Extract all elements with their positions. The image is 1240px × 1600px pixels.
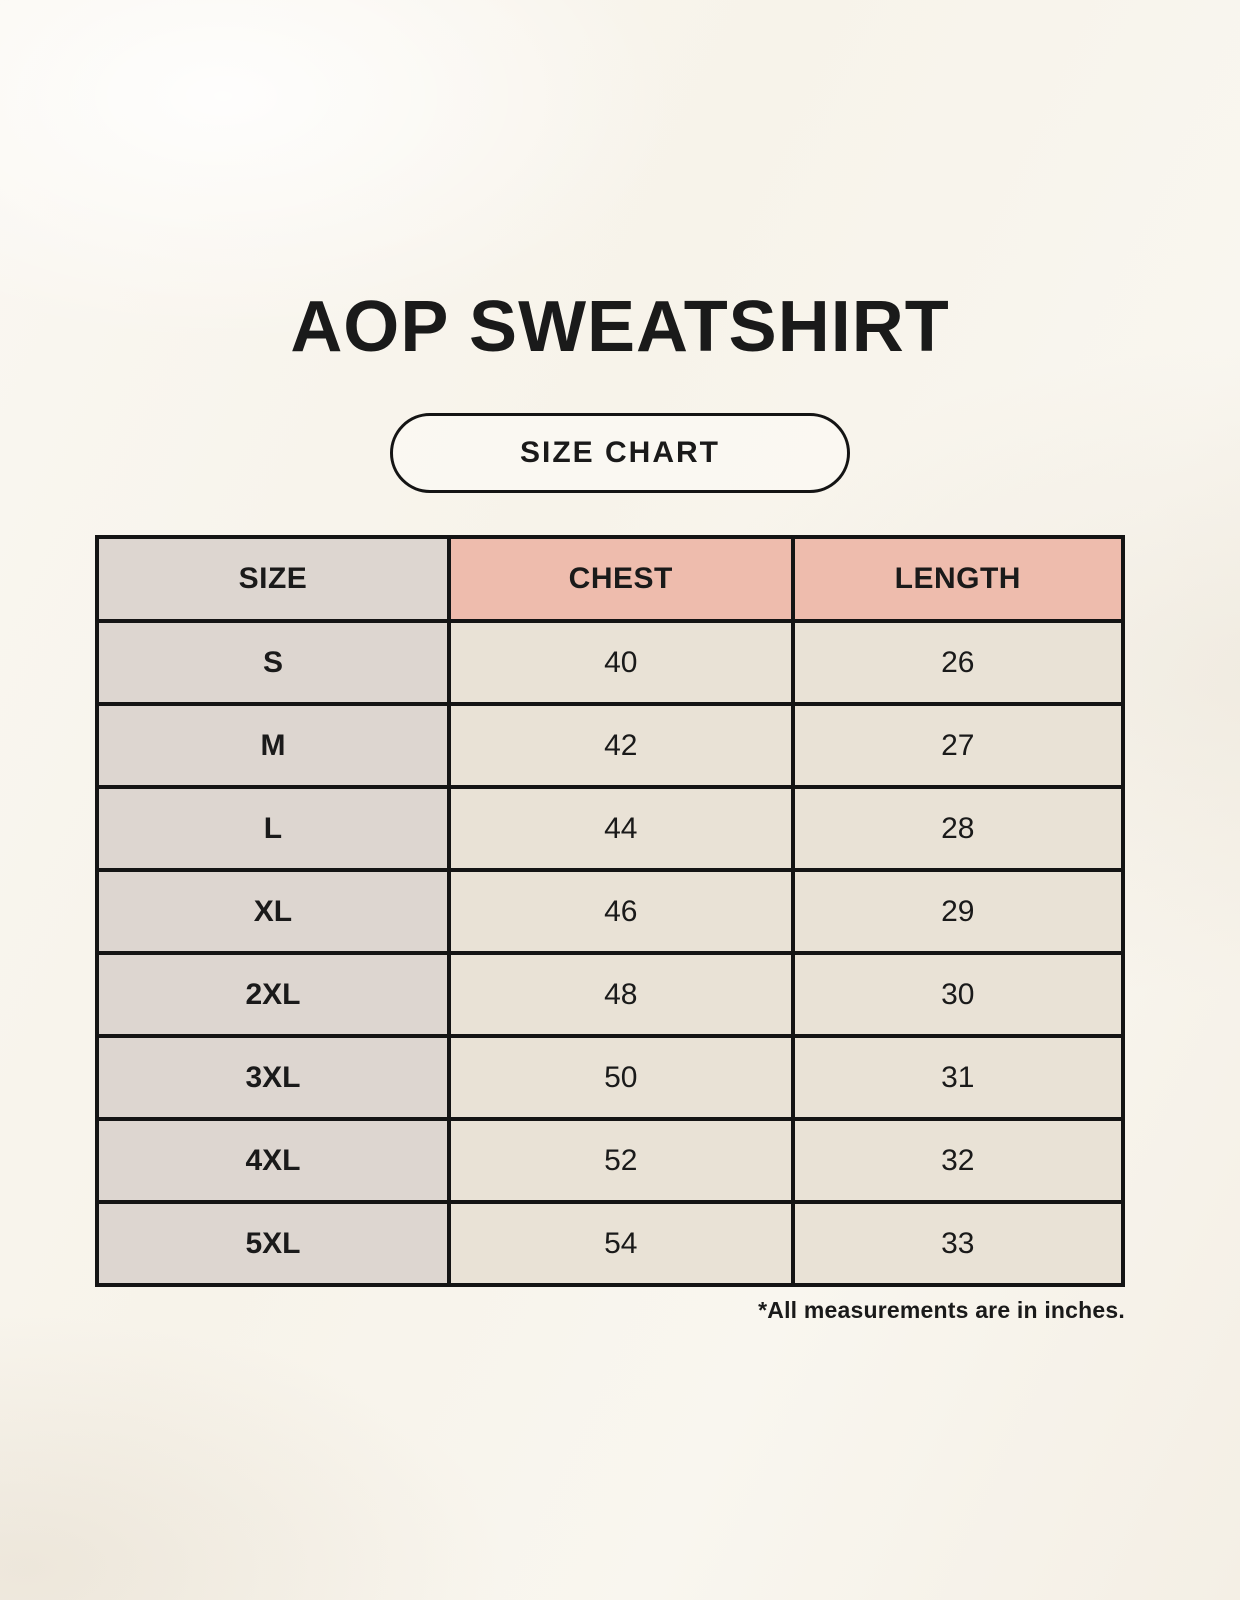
size-cell: 3XL (95, 1034, 451, 1122)
length-cell: 31 (790, 1034, 1126, 1122)
size-chart-page: AOP SWEATSHIRT SIZE CHART SIZE CHEST LEN… (95, 287, 1126, 1324)
size-cell: L (95, 785, 451, 873)
length-cell: 26 (790, 619, 1126, 707)
size-table-body: S 40 26 M 42 27 L 44 28 XL 46 29 2XL 48 30 3XL 50 31 4XL 52… (95, 619, 1126, 1288)
chest-cell: 42 (446, 702, 795, 790)
chest-cell: 52 (446, 1117, 795, 1205)
chest-cell: 44 (446, 785, 795, 873)
length-cell: 30 (790, 951, 1126, 1039)
size-table-header: SIZE CHEST LENGTH (95, 535, 1126, 624)
col-header-length: LENGTH (790, 535, 1126, 624)
col-header-chest: CHEST (446, 535, 795, 624)
length-cell: 28 (790, 785, 1126, 873)
table-row: 2XL 48 30 (95, 951, 1126, 1039)
table-row: 5XL 54 33 (95, 1200, 1126, 1288)
size-cell: M (95, 702, 451, 790)
chest-cell: 48 (446, 951, 795, 1039)
chest-cell: 46 (446, 868, 795, 956)
table-row: XL 46 29 (95, 868, 1126, 956)
size-cell: S (95, 619, 451, 707)
page-title: AOP SWEATSHIRT (290, 287, 950, 367)
length-cell: 27 (790, 702, 1126, 790)
length-cell: 32 (790, 1117, 1126, 1205)
chest-cell: 54 (446, 1200, 795, 1288)
table-row: S 40 26 (95, 619, 1126, 707)
size-cell: XL (95, 868, 451, 956)
size-table: SIZE CHEST LENGTH S 40 26 M 42 27 L 44 28 XL 46 29 2… (95, 535, 1126, 1288)
length-cell: 33 (790, 1200, 1126, 1288)
col-header-size: SIZE (95, 535, 451, 624)
table-row: 3XL 50 31 (95, 1034, 1126, 1122)
size-cell: 4XL (95, 1117, 451, 1205)
chest-cell: 50 (446, 1034, 795, 1122)
header-row: SIZE CHEST LENGTH (95, 535, 1126, 624)
table-row: 4XL 52 32 (95, 1117, 1126, 1205)
table-row: L 44 28 (95, 785, 1126, 873)
size-chart-badge: SIZE CHART (390, 413, 850, 494)
size-chart-badge-label: SIZE CHART (520, 436, 720, 470)
chest-cell: 40 (446, 619, 795, 707)
size-cell: 2XL (95, 951, 451, 1039)
table-row: M 42 27 (95, 702, 1126, 790)
size-cell: 5XL (95, 1200, 451, 1288)
footnote: *All measurements are in inches. (758, 1297, 1125, 1324)
length-cell: 29 (790, 868, 1126, 956)
